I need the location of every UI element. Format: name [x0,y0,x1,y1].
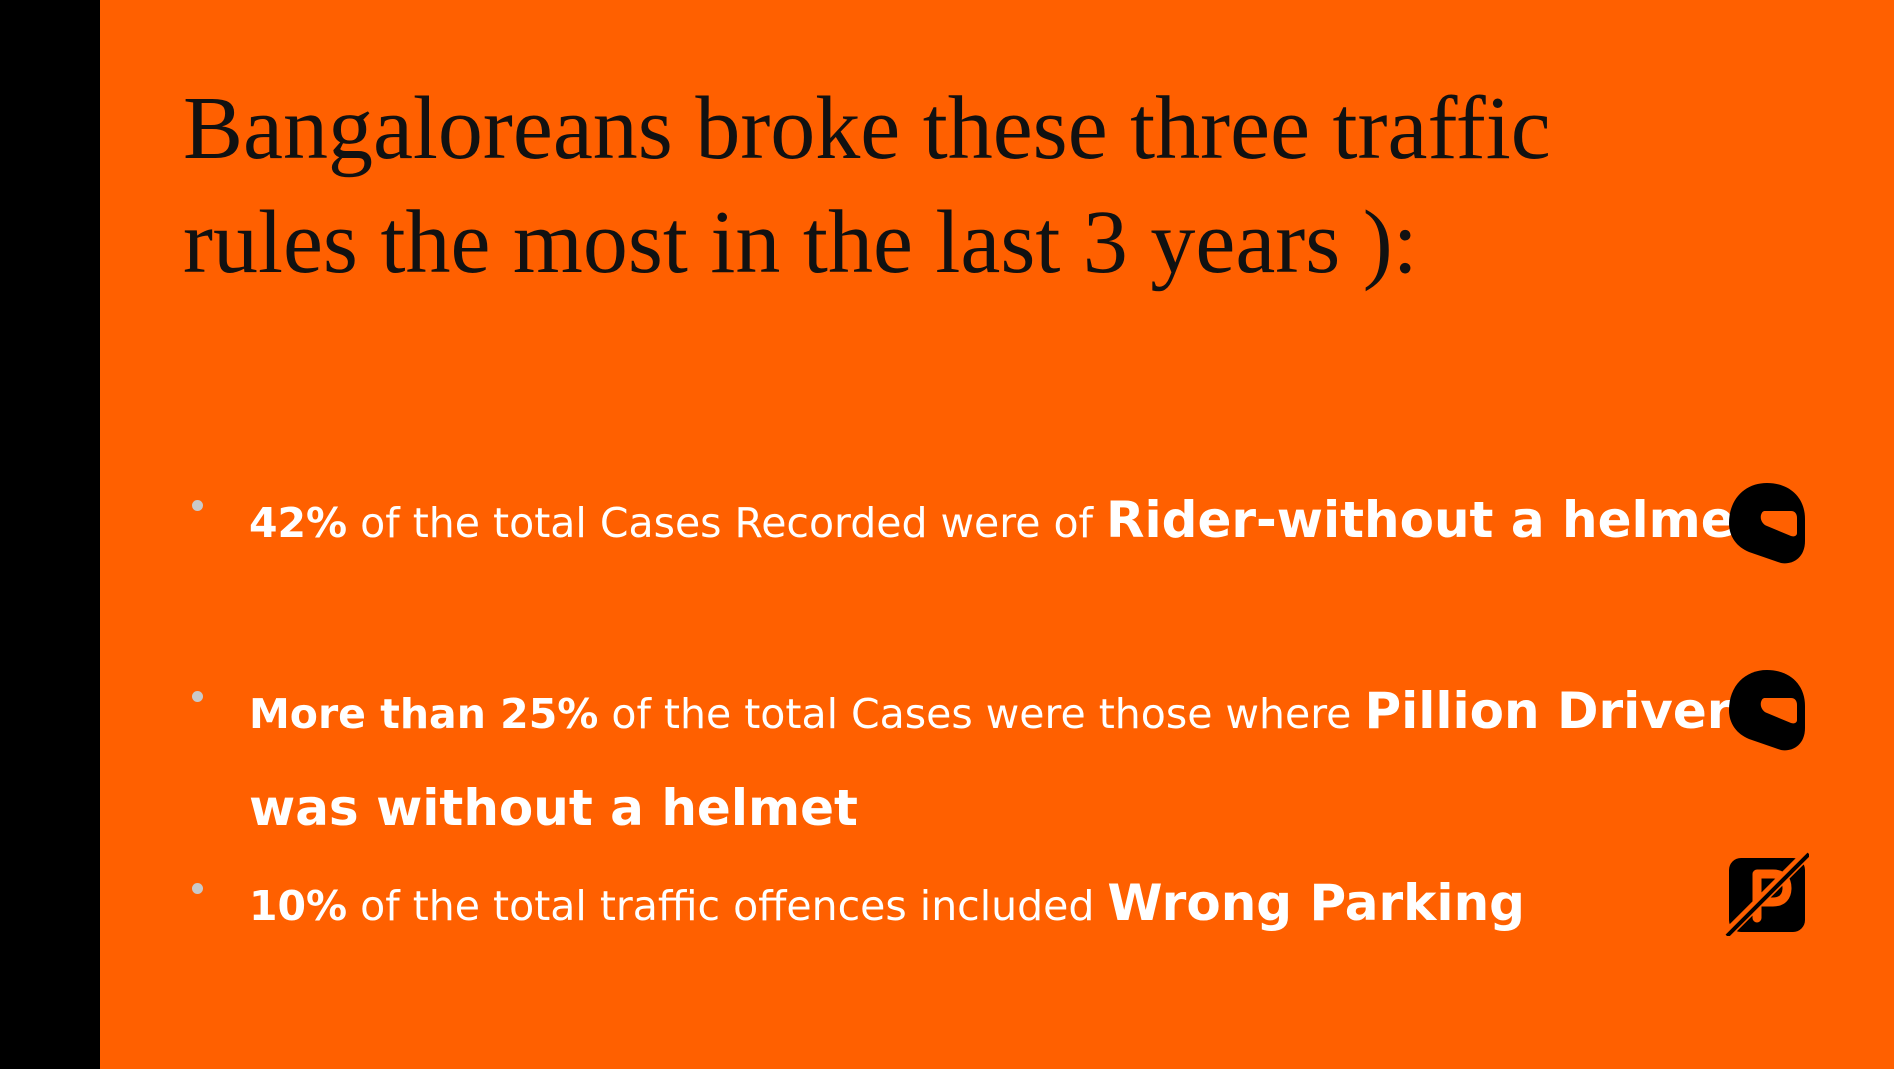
bullet-mid: of the total Cases Recorded were of [347,499,1107,547]
bullet-lead: 10% [249,882,348,930]
bullet-list: 42% of the total Cases Recorded were of … [100,0,1894,1069]
bullet-mid: of the total Cases were those where [598,690,1365,738]
bullet-emphasis: Rider-without a helmet [1106,491,1759,549]
left-black-bar [0,0,100,1069]
bullet-lead: More than 25% [249,690,599,738]
bullet-emphasis: Wrong Parking [1107,874,1525,932]
slide-title: Bangaloreans broke these three traffic r… [183,79,1551,292]
slide: Bangaloreans broke these three traffic r… [100,0,1894,1069]
bullet-mid: of the total traffic offences included [347,882,1108,930]
bullet-lead: 42% [249,499,348,547]
bullet-text: 10% of the total traffic offences includ… [249,856,1769,953]
bullet-dot [192,691,203,702]
bullet-dot [192,500,203,511]
bullet-text: 42% of the total Cases Recorded were of … [249,473,1769,570]
bullet-dot [192,883,203,894]
bullet-text: More than 25% of the total Cases were th… [249,664,1769,858]
bullet-emphasis: Pillion Driver was without a helmet [249,682,1732,837]
helmet-icon [1725,481,1809,565]
no-parking-icon [1725,852,1809,936]
helmet-icon [1725,668,1809,752]
